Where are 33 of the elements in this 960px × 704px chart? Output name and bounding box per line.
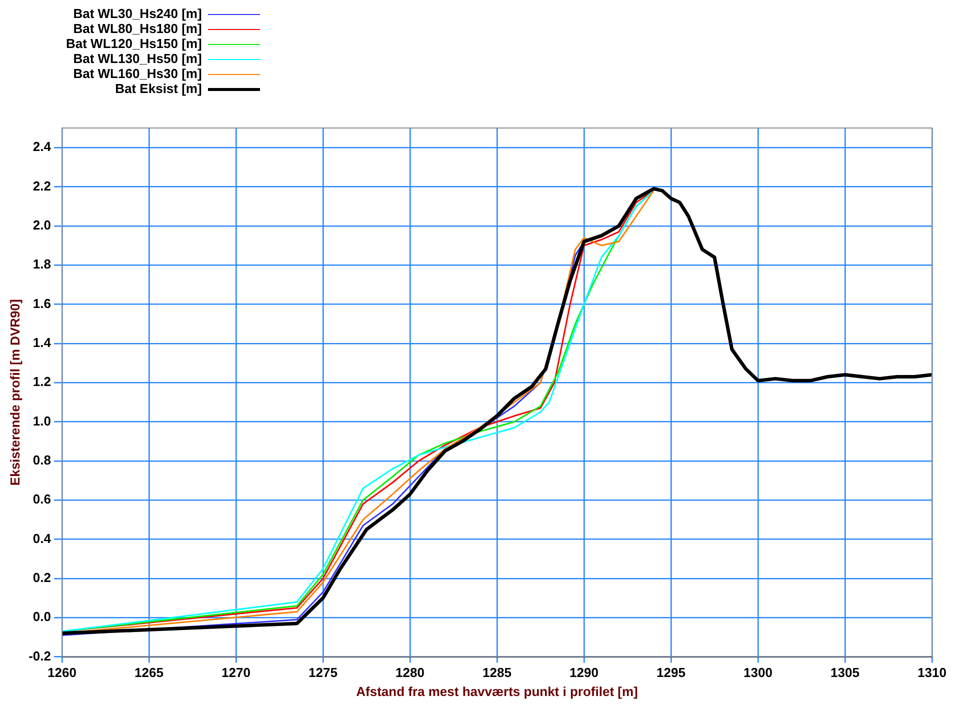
y-tick-label: 2.2 [32,178,51,194]
x-tick-label: 1305 [830,665,860,680]
x-tick-label: 1275 [308,665,338,680]
y-tick-label: 1.8 [32,256,51,272]
x-tick-label: 1270 [222,665,250,680]
y-tick-label: 1.2 [32,374,51,390]
x-tick-label: 1295 [656,665,686,680]
y-tick-label: 0.4 [32,530,52,546]
x-tick-label: 1280 [396,665,424,680]
y-tick-label: 0.8 [32,452,51,468]
legend-label: Bat Eksist [m] [114,81,203,96]
y-tick-label: -0.2 [28,648,51,664]
x-tick-label: 1260 [48,665,76,680]
legend-label: Bat WL120_Hs150 [m] [66,36,203,51]
legend-label: Bat WL160_Hs30 [m] [72,66,203,81]
y-tick-label: 1.0 [32,413,51,428]
y-tick-label: 1.6 [32,296,51,311]
y-tick-label: 0.2 [32,570,51,586]
y-axis-title: Eksisterende profil [m DVR90] [7,299,22,486]
legend-label: Bat WL80_Hs180 [m] [72,21,203,36]
y-tick-label: 0.6 [32,492,51,507]
y-tick-label: 2.0 [32,218,51,233]
x-tick-label: 1300 [744,665,772,680]
x-tick-label: 1265 [134,665,164,680]
y-tick-label: 0.0 [32,609,51,624]
legend-label: Bat WL130_Hs50 [m] [72,51,203,66]
x-tick-label: 1310 [918,665,946,680]
x-axis-title: Afstand fra mest havværts punkt i profilet [m] [356,684,638,699]
y-tick-label: 2.4 [32,139,52,154]
x-tick-label: 1290 [570,665,598,680]
legend-label: Bat WL30_Hs240 [m] [72,6,203,21]
y-tick-label: 1.4 [32,335,52,350]
x-tick-label: 1285 [482,665,512,680]
